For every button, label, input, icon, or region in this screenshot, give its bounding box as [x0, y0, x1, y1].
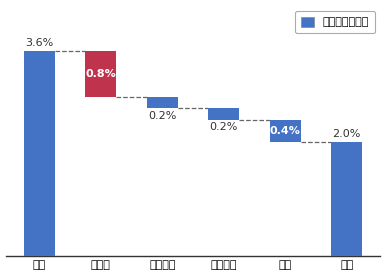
- Text: 0.8%: 0.8%: [85, 69, 116, 79]
- Bar: [24, 51, 55, 256]
- Text: 0.4%: 0.4%: [270, 126, 301, 136]
- Bar: [85, 51, 116, 97]
- Bar: [147, 97, 178, 108]
- Bar: [331, 142, 362, 256]
- Text: 0.2%: 0.2%: [148, 111, 176, 121]
- Bar: [270, 120, 301, 142]
- Text: 0.2%: 0.2%: [210, 122, 238, 132]
- Text: 2.0%: 2.0%: [332, 129, 361, 139]
- Legend: 制程物料耗损率: 制程物料耗损率: [295, 11, 375, 33]
- Bar: [208, 108, 239, 120]
- Text: 3.6%: 3.6%: [25, 38, 54, 48]
